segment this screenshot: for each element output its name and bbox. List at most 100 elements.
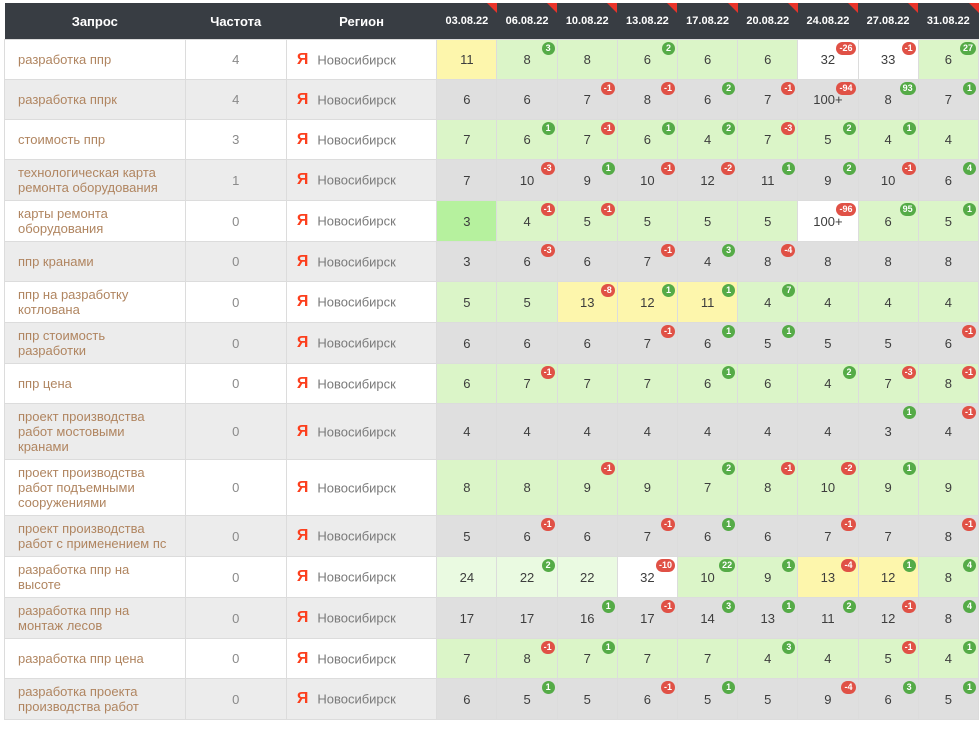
position-value: 6: [523, 528, 531, 544]
position-cell: 5: [556, 678, 618, 720]
position-value: 7: [764, 132, 772, 147]
position-value: 7: [764, 92, 772, 107]
position-cell: 5 -1: [556, 200, 618, 242]
position-cell: 32 -10: [616, 556, 678, 598]
position-cell: 4: [496, 403, 558, 460]
position-value: 4: [944, 132, 952, 147]
change-badge: -1: [540, 518, 555, 531]
keyword-cell[interactable]: проект производства работ мостовыми кран…: [4, 403, 186, 460]
change-badge: 2: [842, 366, 856, 379]
position-value: 4: [824, 294, 832, 310]
keyword-cell[interactable]: ппр цена: [4, 363, 186, 404]
region-name: Новосибирск: [317, 480, 396, 495]
keyword-cell[interactable]: разработка ппр: [4, 39, 186, 80]
column-header-date[interactable]: 10.08.22: [557, 3, 618, 40]
column-header-date[interactable]: 27.08.22: [858, 3, 919, 40]
keyword-cell[interactable]: карты ремонта оборудования: [4, 200, 186, 242]
region-cell: Я Новосибирск: [285, 39, 438, 80]
keyword-cell[interactable]: стоимость ппр: [4, 119, 186, 160]
change-badge: 1: [722, 681, 736, 694]
position-cell: 11 1: [676, 281, 739, 323]
keyword-cell[interactable]: разработка ппр на монтаж лесов: [4, 597, 186, 639]
change-badge: 1: [601, 162, 615, 175]
change-badge: 1: [722, 366, 736, 379]
position-value: 11: [821, 610, 835, 626]
position-value: 7: [583, 92, 591, 107]
column-header-date[interactable]: 03.08.22: [436, 3, 497, 40]
change-badge: 1: [782, 325, 796, 338]
keyword-cell[interactable]: проект производства работ с применением …: [4, 515, 186, 557]
change-badge: 1: [963, 641, 976, 654]
column-header-date[interactable]: 13.08.22: [617, 3, 678, 40]
keyword-cell[interactable]: ппр кранами: [4, 241, 186, 282]
position-value: 10: [519, 172, 535, 188]
position-cell: 22 2: [496, 556, 558, 598]
position-cell: 4 -1: [496, 200, 558, 242]
column-header-frequency[interactable]: Частота: [185, 3, 287, 40]
position-value: 9: [824, 691, 832, 707]
position-value: 5: [703, 213, 712, 229]
position-cell: 6: [436, 79, 498, 120]
change-badge: 1: [782, 559, 796, 572]
change-badge: -4: [781, 244, 796, 257]
change-badge: -3: [781, 122, 796, 135]
column-header-date[interactable]: 24.08.22: [797, 3, 858, 40]
position-cell: 7: [616, 363, 678, 404]
position-value: 13: [820, 569, 836, 585]
keyword-cell[interactable]: технологическая карта ремонта оборудован…: [4, 159, 186, 201]
keyword-cell[interactable]: ппр стоимость разработки: [4, 322, 186, 364]
position-cell: 6: [496, 79, 558, 120]
column-header-date[interactable]: 17.08.22: [677, 3, 738, 40]
position-cell: 13 -8: [556, 281, 618, 323]
position-cell: 11: [436, 39, 498, 80]
position-cell: 6 -3: [496, 241, 558, 282]
position-cell: 8: [556, 39, 618, 80]
keyword-cell[interactable]: разработка ппр на высоте: [4, 556, 186, 598]
keyword-cell[interactable]: разработка проекта производства работ: [4, 678, 186, 720]
keyword-cell[interactable]: разработка ппрк: [4, 79, 186, 120]
keyword-cell[interactable]: ппр на разработку котлована: [4, 281, 186, 323]
region-cell: Я Новосибирск: [285, 119, 438, 160]
position-value: 16: [579, 610, 595, 626]
position-cell: 10 -1: [857, 159, 919, 201]
region-name: Новосибирск: [317, 651, 396, 666]
position-value: 4: [824, 651, 832, 666]
position-cell: 5: [616, 200, 678, 242]
position-cell: 4: [676, 403, 739, 460]
position-value: 4: [764, 651, 772, 666]
region-cell: Я Новосибирск: [285, 322, 438, 364]
region-name: Новосибирск: [317, 569, 396, 585]
position-cell: 7 -1: [737, 79, 799, 120]
column-header-date[interactable]: 20.08.22: [737, 3, 798, 40]
column-header-date[interactable]: 31.08.22: [918, 3, 979, 40]
position-cell: 33 -1: [857, 39, 919, 80]
position-cell: 6: [737, 39, 799, 80]
keyword-cell[interactable]: разработка ппр цена: [4, 638, 186, 679]
change-badge: 1: [722, 325, 736, 338]
date-label: 03.08.22: [445, 15, 489, 27]
position-cell: 7: [436, 159, 498, 201]
position-cell: 8: [797, 241, 859, 282]
position-cell: 12 -1: [857, 597, 919, 639]
column-header-date[interactable]: 06.08.22: [496, 3, 558, 40]
column-header-region[interactable]: Регион: [286, 3, 437, 40]
column-header-query[interactable]: Запрос: [4, 3, 186, 40]
position-value: 5: [764, 335, 772, 351]
keyword-cell[interactable]: проект производства работ подъемными соо…: [4, 459, 186, 516]
change-badge: 27: [959, 42, 976, 55]
change-badge: -3: [540, 244, 555, 257]
position-cell: 5: [436, 515, 498, 557]
position-value: 7: [703, 480, 712, 495]
position-cell: 7 -1: [616, 515, 678, 557]
position-value: 6: [884, 213, 892, 229]
position-value: 8: [764, 254, 772, 269]
position-value: 17: [459, 610, 475, 626]
change-badge: -1: [961, 518, 976, 531]
position-cell: 10 -1: [616, 159, 678, 201]
